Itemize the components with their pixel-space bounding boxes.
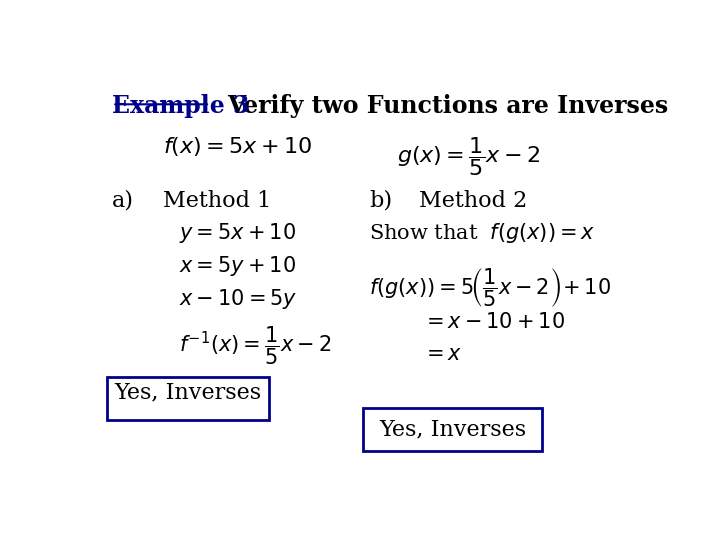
Text: Show that  $f(g(x)) = x$: Show that $f(g(x)) = x$ [369,221,595,245]
Text: $x = 5y + 10$: $x = 5y + 10$ [179,254,296,278]
Text: $= x$: $= x$ [422,346,462,365]
Text: Yes, Inverses: Yes, Inverses [114,381,261,403]
Text: a): a) [112,190,135,212]
Text: Method 2: Method 2 [419,190,528,212]
Text: Verify two Functions are Inverses: Verify two Functions are Inverses [227,94,668,118]
Text: $f(g(x)) = 5\!\left(\dfrac{1}{5}x - 2\right)\! + 10$: $f(g(x)) = 5\!\left(\dfrac{1}{5}x - 2\ri… [369,266,611,309]
Text: b): b) [369,190,392,212]
FancyBboxPatch shape [107,377,269,420]
Text: $= x - 10 + 10$: $= x - 10 + 10$ [422,312,565,332]
Text: Yes, Inverses: Yes, Inverses [379,418,526,441]
FancyBboxPatch shape [364,408,542,451]
Text: Example 3: Example 3 [112,94,250,118]
Text: $f^{-1}(x) = \dfrac{1}{5}x - 2$: $f^{-1}(x) = \dfrac{1}{5}x - 2$ [179,325,332,367]
Text: $g(x) = \dfrac{1}{5}x - 2$: $g(x) = \dfrac{1}{5}x - 2$ [397,136,540,178]
Text: $f(x) = 5x + 10$: $f(x) = 5x + 10$ [163,136,312,158]
Text: $y = 5x + 10$: $y = 5x + 10$ [179,221,296,245]
Text: $x - 10 = 5y$: $x - 10 = 5y$ [179,287,298,311]
Text: Method 1: Method 1 [163,190,271,212]
